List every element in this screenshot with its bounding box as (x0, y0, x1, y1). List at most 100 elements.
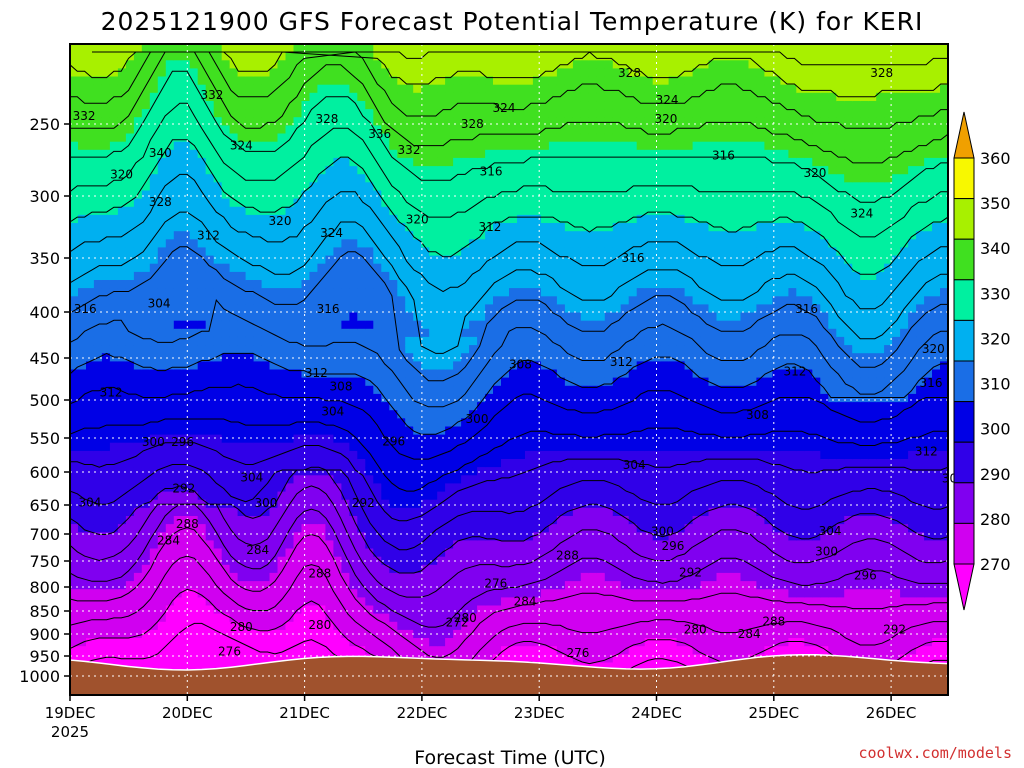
field-cell (221, 223, 231, 232)
field-cell (70, 328, 79, 338)
field-cell (397, 450, 406, 460)
field-cell (101, 312, 111, 322)
field-cell (429, 280, 438, 289)
field-cell (237, 646, 247, 655)
field-cell (365, 190, 374, 200)
field-cell (485, 92, 494, 102)
field-cell (556, 345, 566, 354)
field-cell (309, 638, 319, 647)
field-cell (165, 60, 175, 69)
field-cell (365, 426, 374, 436)
field-cell (285, 434, 295, 444)
field-cell (389, 84, 398, 94)
field-cell (556, 516, 566, 525)
field-cell (213, 312, 223, 322)
field-cell (245, 638, 255, 647)
field-cell (525, 320, 534, 330)
field-cell (301, 426, 311, 436)
field-cell (133, 532, 143, 541)
field-cell (181, 117, 191, 126)
field-cell (341, 442, 350, 452)
field-cell (269, 271, 279, 281)
field-cell (413, 304, 422, 314)
field-cell (173, 597, 183, 607)
field-cell (205, 109, 215, 118)
field-cell (405, 369, 414, 379)
field-cell (133, 402, 143, 411)
field-cell (413, 109, 422, 118)
field-cell (540, 328, 550, 338)
field-cell (309, 467, 319, 476)
field-cell (485, 247, 494, 257)
field-cell (173, 68, 183, 78)
field-cell (181, 92, 191, 102)
field-cell (277, 402, 287, 411)
field-cell (389, 507, 398, 517)
field-cell (93, 621, 103, 631)
field-cell (397, 475, 406, 484)
field-cell (117, 402, 127, 411)
field-cell (429, 621, 438, 631)
field-cell (125, 459, 135, 468)
field-cell (453, 532, 462, 541)
field-cell (540, 564, 550, 574)
field-cell (397, 52, 406, 61)
field-cell (197, 52, 207, 61)
field-cell (213, 369, 223, 379)
field-cell (477, 296, 486, 305)
field-cell (341, 198, 350, 208)
field-cell (141, 385, 151, 395)
field-cell (540, 60, 550, 69)
field-cell (556, 377, 566, 387)
field-cell (221, 410, 231, 419)
field-cell (421, 597, 430, 607)
field-cell (301, 369, 311, 379)
field-cell (277, 516, 287, 525)
field-cell (86, 638, 95, 647)
field-cell (70, 76, 79, 86)
field-cell (189, 532, 199, 541)
field-cell (421, 296, 430, 305)
field-cell (197, 654, 207, 663)
field-cell (309, 125, 319, 135)
field-cell (70, 581, 79, 590)
field-cell (485, 377, 494, 387)
field-cell (269, 174, 279, 183)
field-cell (237, 524, 247, 533)
field-cell (133, 597, 143, 607)
field-cell (117, 581, 127, 590)
field-cell (101, 548, 111, 558)
field-cell (341, 312, 350, 322)
field-cell (349, 312, 358, 322)
field-cell (93, 190, 103, 200)
field-cell (101, 605, 111, 615)
field-cell (78, 312, 87, 322)
field-cell (301, 280, 311, 289)
field-cell (389, 638, 398, 647)
field-cell (125, 646, 135, 655)
field-cell (517, 117, 526, 126)
field-cell (373, 206, 382, 216)
field-cell (413, 44, 422, 53)
field-cell (101, 288, 111, 297)
field-cell (269, 239, 279, 248)
field-cell (556, 149, 566, 159)
field-cell (101, 369, 111, 379)
field-cell (309, 166, 319, 175)
field-cell (237, 68, 247, 78)
field-cell (556, 605, 566, 615)
field-cell (78, 426, 87, 436)
field-cell (197, 483, 207, 493)
field-cell (525, 76, 534, 86)
field-cell (101, 44, 111, 53)
field-cell (261, 288, 271, 297)
field-cell (165, 255, 175, 265)
field-cell (461, 101, 470, 110)
field-cell (532, 166, 542, 175)
field-cell (78, 540, 87, 550)
field-cell (317, 157, 326, 167)
field-cell (253, 182, 263, 191)
field-cell (485, 214, 494, 224)
field-cell (197, 239, 207, 248)
field-cell (125, 182, 135, 191)
